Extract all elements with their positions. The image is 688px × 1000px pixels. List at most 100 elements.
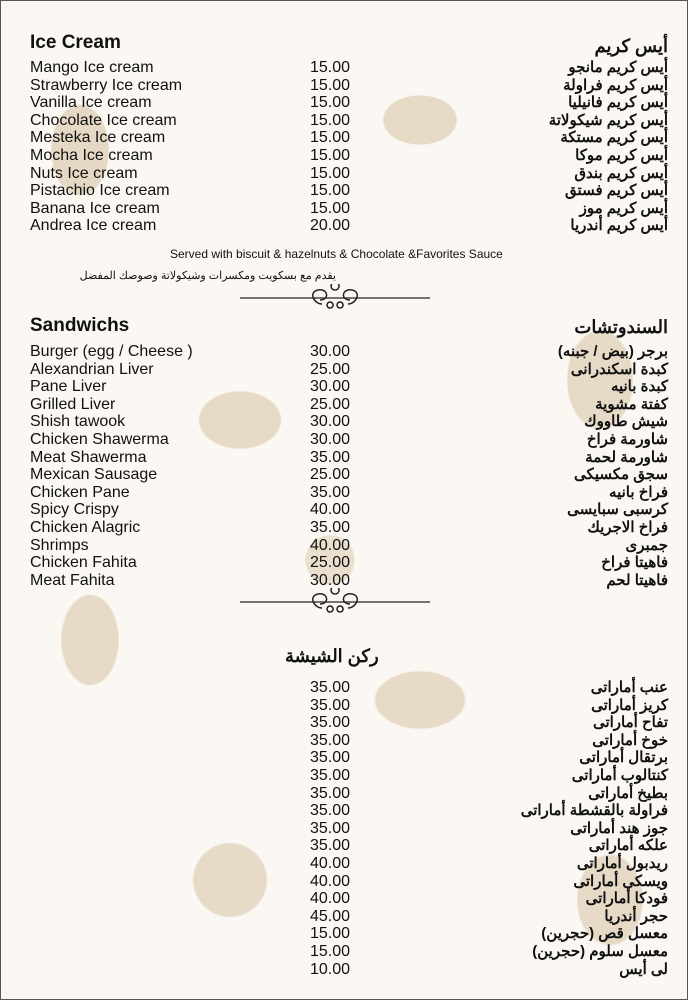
item-name: Mocha Ice cream: [30, 147, 153, 164]
item-name-ar: أيس كريم شيكولاتة: [548, 111, 668, 129]
menu-item: Mesteka Ice cream 15.00 أيس كريم مستكة: [0, 129, 688, 147]
item-price: 25.00: [310, 554, 351, 572]
item-name-ar: كبدة بانيه: [610, 378, 668, 396]
menu-item: Burger (egg / Cheese ) 30.00 برجر (بيض / ج…: [0, 343, 688, 361]
menu-item: Mango Ice cream 15.00 أيس كريم مانجو: [0, 59, 688, 77]
menu-item: Meat Shawerma 35.00 شاورمة لحمة: [0, 449, 688, 467]
item-price: 15.00: [310, 199, 351, 217]
item-name-ar: ريدبول أماراتى: [576, 855, 668, 872]
menu-item: 35.00 تفاح أماراتى: [0, 714, 688, 732]
menu-item: Shrimps 40.00 جمبرى: [0, 537, 688, 555]
item-name-ar: فراخ بانيه: [609, 483, 668, 501]
menu-item: 35.00 عنب أماراتى: [0, 679, 688, 697]
item-name-ar: شاورمة فراخ: [586, 431, 668, 448]
ice-cream-title-ar: أيس كريم: [594, 36, 668, 56]
item-name: Nuts Ice cream: [30, 164, 138, 182]
item-price: 25.00: [310, 466, 351, 484]
menu-item: 15.00 معسل قص (حجرين): [0, 925, 688, 943]
menu-item: 45.00 حجر أندريا: [0, 908, 688, 926]
item-name-ar: أيس كريم مانجو: [568, 59, 668, 76]
menu-item: 15.00 معسل سلوم (حجرين): [0, 943, 688, 961]
item-name: Grilled Liver: [30, 395, 116, 413]
item-price: 35.00: [310, 519, 351, 536]
ornament-divider: [240, 284, 430, 309]
item-name-ar: معسل سلوم (حجرين): [532, 943, 668, 960]
menu-item: Grilled Liver 25.00 كفتة مشوية: [0, 396, 688, 414]
item-name-ar: معسل قص (حجرين): [541, 925, 668, 943]
item-name-ar: لى أيس: [619, 960, 668, 978]
item-name-ar: حجر أندريا: [604, 907, 668, 925]
item-price: 35.00: [310, 483, 351, 501]
item-price: 15.00: [310, 925, 351, 943]
item-price: 30.00: [310, 343, 351, 360]
menu-item: 40.00 فودكا أماراتى: [0, 890, 688, 908]
item-name-ar: كنتالوب أماراتى: [571, 767, 668, 784]
sandwiches-title: Sandwichs: [30, 315, 130, 336]
item-price: 20.00: [310, 217, 351, 235]
menu-item: 35.00 جوز هند أماراتى: [0, 820, 688, 838]
item-price: 15.00: [310, 76, 351, 94]
item-price: 35.00: [310, 714, 351, 732]
item-name-ar: شاورمة لحمة: [585, 448, 668, 466]
item-name-ar: سجق مكسيكى: [574, 466, 668, 484]
menu-item: Chicken Fahita 25.00 فاهيتا فراخ: [0, 554, 688, 572]
item-name: Meat Shawerma: [30, 448, 147, 466]
menu-item: Meat Fahita 30.00 فاهيتا لحم: [0, 572, 688, 590]
item-price: 40.00: [310, 536, 351, 554]
item-name-ar: جوز هند أماراتى: [570, 819, 668, 837]
sandwiches-title-ar: السندوتشات: [574, 317, 668, 337]
menu-item: Pane Liver 30.00 كبدة بانيه: [0, 378, 688, 396]
item-name: Andrea Ice cream: [30, 217, 157, 235]
item-name-ar: كبدة اسكندرانى: [570, 360, 668, 378]
item-name-ar: عنب أماراتى: [590, 679, 668, 696]
item-name-ar: شيش طاووك: [584, 413, 668, 431]
item-price: 40.00: [310, 890, 351, 908]
item-name-ar: أيس كريم موز: [579, 199, 668, 217]
item-name: Spicy Crispy: [30, 501, 119, 519]
item-price: 35.00: [310, 837, 351, 855]
item-name: Mexican Sausage: [30, 466, 158, 484]
item-price: 15.00: [310, 164, 351, 182]
menu-item: Chicken Pane 35.00 فراخ بانيه: [0, 484, 688, 502]
menu-item: 35.00 كنتالوب أماراتى: [0, 767, 688, 785]
menu-item: Chicken Shawerma 30.00 شاورمة فراخ: [0, 431, 688, 449]
item-price: 35.00: [310, 784, 351, 802]
item-price: 15.00: [310, 182, 351, 200]
item-price: 35.00: [310, 802, 351, 820]
item-price: 30.00: [310, 378, 351, 396]
item-name: Shish tawook: [30, 413, 126, 431]
item-name-ar: خوخ أماراتى: [592, 731, 668, 749]
menu-item: 35.00 بطيخ أماراتى: [0, 785, 688, 803]
item-name-ar: أيس كريم فراولة: [563, 76, 668, 94]
item-name: Chicken Shawerma: [30, 431, 169, 448]
item-price: 35.00: [310, 749, 351, 767]
item-price: 30.00: [310, 431, 351, 448]
item-name-ar: بطيخ أماراتى: [588, 784, 668, 802]
item-name-ar: ويسكى أماراتى: [573, 872, 668, 890]
item-name: Shrimps: [30, 536, 89, 554]
item-name-ar: أيس كريم أندريا: [570, 217, 668, 235]
item-name: Chicken Pane: [30, 483, 130, 501]
ornament-divider: [240, 588, 430, 613]
item-price: 15.00: [310, 147, 351, 164]
menu-item: Strawberry Ice cream 15.00 أيس كريم فراولة: [0, 77, 688, 95]
item-name-ar: علكه أماراتى: [588, 837, 668, 855]
item-name-ar: فودكا أماراتى: [585, 890, 668, 908]
item-name-ar: فاهيتا لحم: [606, 571, 668, 589]
item-name-ar: أيس كريم موكا: [575, 147, 668, 164]
item-name-ar: كرسبى سبايسى: [567, 501, 668, 519]
menu-item: Spicy Crispy 40.00 كرسبى سبايسى: [0, 501, 688, 519]
item-name: Banana Ice cream: [30, 199, 160, 217]
shisha-title-ar: ركن الشيشة: [285, 646, 379, 666]
item-price: 15.00: [310, 94, 351, 112]
item-name: Burger (egg / Cheese ): [30, 343, 193, 360]
ice-cream-note-ar: يقدم مع بسكويت ومكسرات وشيكولاتة وصوصك ا…: [79, 270, 336, 282]
menu-item: Chocolate Ice cream 15.00 أيس كريم شيكولات…: [0, 112, 688, 130]
item-name: Mango Ice cream: [30, 59, 154, 76]
item-name: Vanilla Ice cream: [30, 94, 152, 112]
menu-item: Banana Ice cream 15.00 أيس كريم موز: [0, 200, 688, 218]
item-price: 15.00: [310, 59, 351, 76]
item-price: 35.00: [310, 731, 351, 749]
item-price: 30.00: [310, 413, 351, 431]
menu-item: 35.00 برتقال أماراتى: [0, 749, 688, 767]
